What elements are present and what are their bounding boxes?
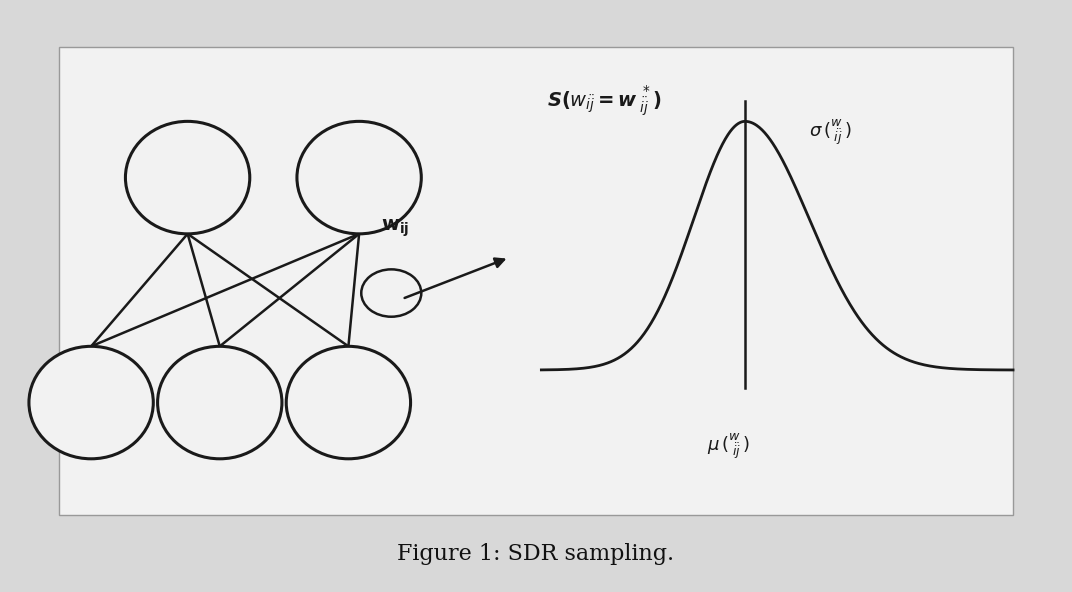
Text: $\mu\,(^{w}_{\;\ddot{ij}}\,)$: $\mu\,(^{w}_{\;\ddot{ij}}\,)$ (708, 432, 750, 462)
Text: $\mathbf{w}_{\mathbf{ij}}$: $\mathbf{w}_{\mathbf{ij}}$ (381, 217, 408, 239)
Ellipse shape (158, 346, 282, 459)
Ellipse shape (297, 121, 421, 234)
Ellipse shape (125, 121, 250, 234)
Text: $\boldsymbol{S(w_{\ddot{ij}}= w\,_{\ddot{ij}}^*)}$: $\boldsymbol{S(w_{\ddot{ij}}= w\,_{\ddot… (547, 83, 661, 118)
Ellipse shape (286, 346, 411, 459)
FancyBboxPatch shape (59, 47, 1013, 515)
Text: $\sigma\,(^{w}_{\;\ddot{ij}}\,)$: $\sigma\,(^{w}_{\;\ddot{ij}}\,)$ (809, 118, 852, 148)
Ellipse shape (29, 346, 153, 459)
Ellipse shape (361, 269, 421, 317)
Text: Figure 1: SDR sampling.: Figure 1: SDR sampling. (398, 542, 674, 565)
